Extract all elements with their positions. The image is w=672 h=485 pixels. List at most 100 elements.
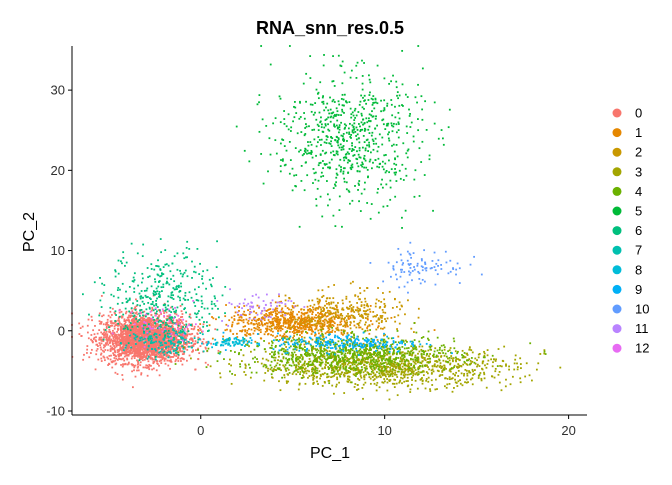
data-point: [287, 312, 290, 315]
data-point: [353, 324, 356, 327]
data-point: [372, 372, 375, 375]
data-point: [339, 347, 341, 350]
data-point: [135, 324, 138, 327]
data-point: [407, 363, 410, 366]
data-point: [116, 344, 119, 346]
data-point: [365, 310, 368, 312]
data-point: [285, 312, 288, 315]
data-point: [384, 375, 387, 378]
data-point: [115, 355, 118, 358]
data-point: [137, 354, 140, 357]
data-point: [258, 306, 260, 309]
data-point: [131, 320, 134, 323]
data-point: [410, 363, 413, 365]
data-point: [259, 331, 262, 334]
data-point: [147, 349, 150, 352]
data-point: [377, 299, 380, 302]
data-point: [400, 371, 403, 374]
data-point: [438, 358, 440, 361]
data-point: [427, 366, 429, 368]
data-point: [318, 301, 321, 304]
data-point: [494, 370, 497, 373]
data-point: [112, 329, 114, 332]
data-point: [140, 335, 143, 338]
data-point: [272, 322, 275, 325]
data-point: [232, 333, 235, 335]
data-point: [276, 335, 279, 338]
data-point: [436, 336, 439, 339]
data-point: [477, 356, 480, 359]
data-point: [336, 308, 338, 311]
data-point: [162, 341, 165, 344]
data-point: [164, 333, 167, 335]
data-point: [312, 353, 314, 355]
data-point: [197, 329, 200, 332]
data-point: [138, 336, 141, 339]
data-point: [151, 368, 154, 371]
data-point: [292, 310, 294, 313]
data-point: [448, 382, 451, 385]
data-point: [358, 326, 361, 329]
data-point: [139, 326, 142, 329]
data-point: [116, 349, 119, 352]
data-point: [450, 367, 453, 370]
data-point: [295, 329, 298, 331]
data-point: [133, 319, 136, 322]
data-point: [282, 316, 285, 319]
data-point: [233, 319, 236, 321]
data-point: [335, 365, 337, 368]
data-point: [430, 372, 433, 374]
data-point: [102, 340, 105, 343]
data-point: [298, 382, 301, 385]
data-point: [397, 314, 400, 317]
data-point: [346, 352, 349, 354]
data-point: [371, 376, 374, 378]
data-point: [356, 309, 358, 312]
data-point: [373, 378, 376, 381]
data-point: [275, 313, 278, 316]
data-point: [175, 336, 178, 339]
data-point: [109, 358, 112, 361]
data-point: [365, 304, 368, 307]
data-point: [120, 331, 123, 334]
data-point: [293, 332, 295, 335]
data-point: [396, 362, 399, 364]
data-point: [103, 328, 105, 331]
data-point: [345, 315, 348, 317]
data-point: [121, 365, 124, 368]
data-point: [132, 334, 135, 337]
data-point: [112, 339, 115, 342]
data-point: [100, 336, 103, 339]
data-point: [119, 335, 121, 338]
data-point: [161, 347, 164, 349]
data-point: [369, 361, 372, 364]
data-point: [326, 311, 329, 314]
data-point: [312, 381, 315, 384]
data-point: [380, 357, 383, 360]
data-point: [340, 332, 343, 335]
data-point: [377, 358, 380, 360]
data-point: [277, 311, 280, 314]
data-point: [135, 311, 138, 314]
data-point: [105, 322, 108, 324]
data-point: [353, 386, 356, 388]
data-point: [307, 376, 309, 379]
data-point: [380, 369, 383, 372]
data-point: [317, 329, 320, 332]
data-point: [129, 351, 132, 354]
data-point: [188, 342, 191, 344]
data-point: [393, 360, 396, 363]
data-point: [366, 287, 368, 289]
data-point: [357, 313, 360, 316]
data-point: [280, 327, 283, 330]
data-point: [123, 359, 126, 362]
data-point: [345, 372, 347, 375]
data-point: [366, 327, 369, 329]
data-point: [277, 321, 279, 324]
data-point: [199, 329, 202, 331]
data-point: [124, 362, 127, 365]
data-point: [122, 342, 124, 345]
data-point: [303, 317, 306, 320]
data-point: [406, 376, 409, 379]
data-point: [416, 374, 419, 376]
